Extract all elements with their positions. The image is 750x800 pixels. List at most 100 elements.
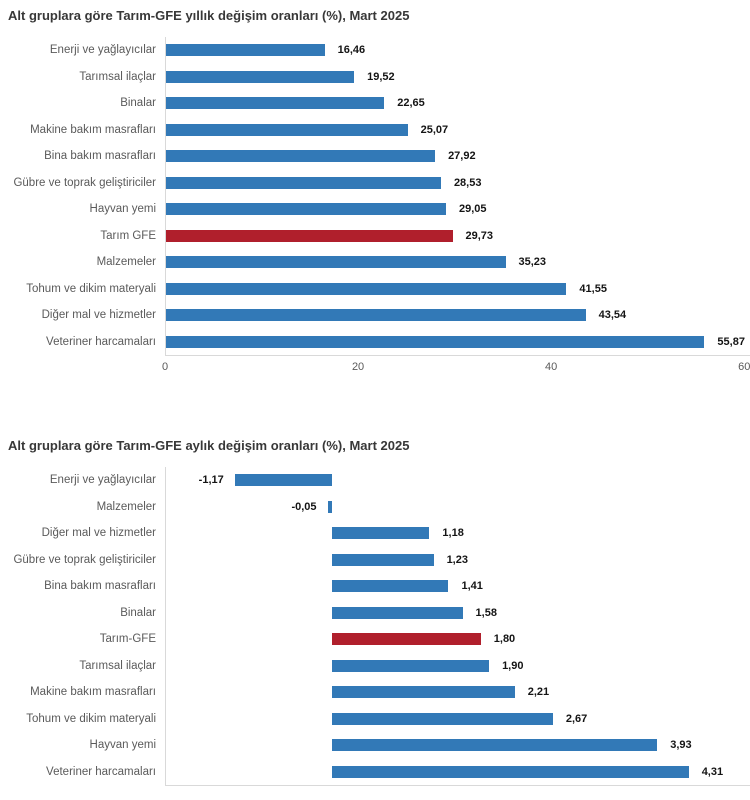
chart-row: Malzemeler -0,05	[0, 493, 750, 520]
chart-annual-change: Alt gruplara göre Tarım-GFE yıllık değiş…	[0, 0, 750, 378]
value-label: 1,80	[493, 633, 516, 646]
category-label: Tarımsal ilaçlar	[79, 70, 156, 83]
category-label: Bina bakım masrafları	[44, 150, 156, 163]
bar	[331, 765, 689, 778]
x-tick-label: 40	[545, 361, 558, 373]
value-label: 1,18	[442, 527, 464, 540]
row-plot: 35,23	[165, 249, 750, 276]
chart-title-annual: Alt gruplara göre Tarım-GFE yıllık değiş…	[8, 8, 410, 23]
bar	[166, 150, 436, 163]
value-label: 27,92	[448, 150, 476, 163]
chart-row: Tohum ve dikim materyali 41,55	[0, 275, 750, 302]
category-label: Diğer mal ve hizmetler	[41, 309, 156, 322]
category-label: Hayvan yemi	[89, 203, 156, 216]
bar	[166, 309, 586, 322]
x-tick-label: 20	[351, 361, 365, 373]
value-label: 2,21	[527, 686, 550, 699]
chart-row: Hayvan yemi 3,93	[0, 732, 750, 759]
chart-row: Veteriner harcamaları 4,31	[0, 758, 750, 785]
bar	[166, 282, 567, 295]
chart-row: Binalar 22,65	[0, 90, 750, 117]
bar	[327, 500, 332, 513]
value-label: 41,55	[579, 282, 607, 295]
value-label: 25,07	[420, 123, 449, 136]
bar-highlighted	[331, 633, 481, 646]
bar	[166, 44, 325, 57]
value-label: 2,67	[565, 712, 588, 725]
row-plot: 1,90	[165, 652, 750, 679]
chart-row: Tarımsal ilaçlar 1,90	[0, 652, 750, 679]
value-label: 3,93	[670, 739, 692, 752]
chart-monthly-change: Alt gruplara göre Tarım-GFE aylık değişi…	[0, 430, 750, 796]
bar	[234, 474, 332, 487]
chart-row: Diğer mal ve hizmetler 1,18	[0, 520, 750, 547]
value-label: 1,90	[502, 659, 524, 672]
bar	[166, 70, 355, 83]
row-plot: 43,54	[165, 302, 750, 329]
value-label: 1,58	[475, 606, 497, 619]
category-label: Hayvan yemi	[89, 739, 156, 752]
value-label: -0,05	[291, 500, 317, 513]
category-label: Veteriner harcamaları	[46, 335, 156, 348]
category-label: Makine bakım masrafları	[30, 123, 156, 136]
value-label: 29,05	[458, 203, 487, 216]
bar	[166, 203, 446, 216]
category-label: Veteriner harcamaları	[46, 765, 156, 778]
value-label: 1,41	[461, 580, 483, 593]
chart-title-monthly: Alt gruplara göre Tarım-GFE aylık değişi…	[8, 438, 410, 453]
value-label: 43,54	[598, 309, 627, 322]
row-plot: 2,21	[165, 679, 750, 706]
chart-row: Enerji ve yağlayıcılar -1,17	[0, 467, 750, 494]
chart-row: Gübre ve toprak geliştiriciler 28,53	[0, 169, 750, 196]
x-axis-annual: 0 20 40 60	[161, 355, 750, 378]
bar	[331, 739, 658, 752]
row-plot: 16,46	[165, 37, 750, 64]
chart-row: Tarımsal ilaçlar 19,52	[0, 63, 750, 90]
chart-row: Bina bakım masrafları 27,92	[0, 143, 750, 170]
bar	[331, 686, 515, 699]
chart-row: Enerji ve yağlayıcılar 16,46	[0, 37, 750, 64]
bar	[166, 97, 385, 110]
category-label: Enerji ve yağlayıcılar	[49, 474, 156, 487]
x-axis-monthly	[165, 785, 750, 796]
chart-row: Gübre ve toprak geliştiriciler 1,23	[0, 546, 750, 573]
value-label: 29,73	[465, 229, 494, 242]
bar	[331, 580, 449, 593]
value-label: 28,53	[453, 176, 482, 189]
row-plot: 1,23	[165, 546, 750, 573]
x-tick-label: 0	[161, 361, 169, 373]
row-plot: 41,55	[165, 275, 750, 302]
category-label: Tohum ve dikim materyali	[26, 282, 156, 295]
row-plot: 1,18	[165, 520, 750, 547]
bar-highlighted	[166, 229, 453, 242]
value-label: 19,52	[367, 70, 395, 83]
row-plot: 1,41	[165, 573, 750, 600]
plot-area-monthly: Enerji ve yağlayıcılar -1,17 Malzemeler -0,…	[0, 467, 750, 785]
value-label: 4,31	[701, 765, 724, 778]
x-tick-label: 60	[738, 361, 750, 373]
category-label: Enerji ve yağlayıcılar	[49, 44, 156, 57]
row-plot: -0,05	[165, 493, 750, 520]
chart-row: Hayvan yemi 29,05	[0, 196, 750, 223]
category-label: Binalar	[120, 97, 156, 110]
chart-row: Malzemeler 35,23	[0, 249, 750, 276]
bar	[331, 527, 430, 540]
chart-row: Veteriner harcamaları 55,87	[0, 328, 750, 355]
chart-row: Makine bakım masrafları 2,21	[0, 679, 750, 706]
chart-row: Tarım GFE 29,73	[0, 222, 750, 249]
row-plot: 29,73	[165, 222, 750, 249]
category-label: Malzemeler	[96, 256, 156, 269]
value-label: 22,65	[397, 97, 425, 110]
bar	[166, 123, 408, 136]
chart-row: Makine bakım masrafları 25,07	[0, 116, 750, 143]
category-label: Gübre ve toprak geliştiriciler	[13, 176, 156, 189]
category-label: Gübre ve toprak geliştiriciler	[13, 553, 156, 566]
bar	[166, 176, 441, 189]
row-plot: 22,65	[165, 90, 750, 117]
plot-area-annual: Enerji ve yağlayıcılar 16,46 Tarımsal ilaç…	[0, 37, 750, 355]
bar	[331, 712, 553, 725]
bar	[331, 659, 490, 672]
row-plot: 25,07	[165, 116, 750, 143]
chart-row: Diğer mal ve hizmetler 43,54	[0, 302, 750, 329]
